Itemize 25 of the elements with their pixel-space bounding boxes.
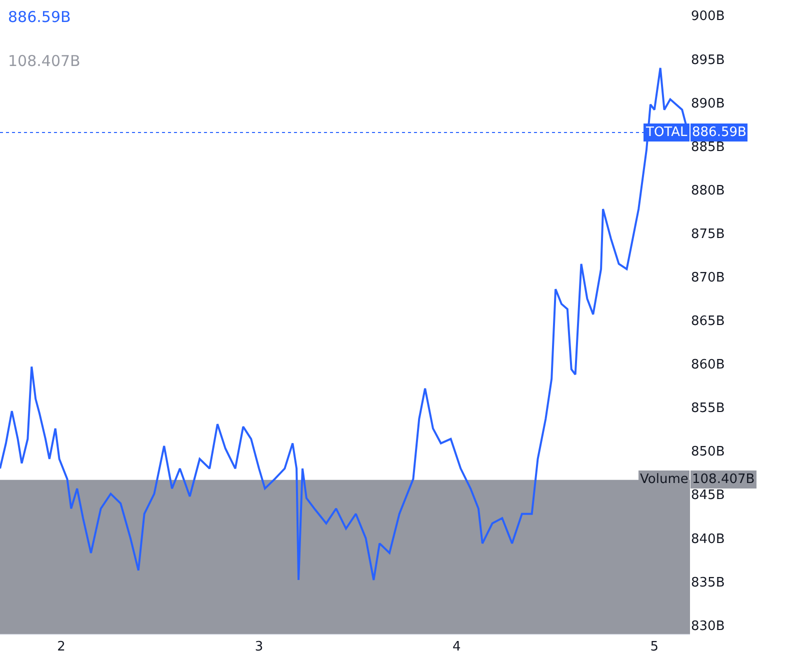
y-tick-label: 850B <box>691 444 725 460</box>
x-tick-label: 3 <box>254 640 264 655</box>
y-tick-label: 885B <box>691 140 725 155</box>
y-tick-label: 830B <box>691 618 725 634</box>
annotation: 108.407B <box>8 52 80 70</box>
text: 886.59B <box>692 125 746 140</box>
y-tick-label: 890B <box>691 96 725 112</box>
y-tick-label: 865B <box>691 314 725 330</box>
y-tick-label: 900B <box>691 9 725 24</box>
y-tick-label: 895B <box>691 52 725 68</box>
y-tick-label: 845B <box>691 488 725 504</box>
y-tick-label: 880B <box>691 183 725 198</box>
band-label: Volume <box>640 472 688 487</box>
x-tick-label: 5 <box>650 640 659 655</box>
y-tick-label: 840B <box>691 532 725 547</box>
x-tick-label: 4 <box>452 640 461 655</box>
y-tick-label: 875B <box>691 226 725 242</box>
y-tick-label: 835B <box>691 575 725 590</box>
ref-line-label: TOTAL <box>645 125 688 140</box>
x-tick-label: 2 <box>57 640 66 655</box>
y-tick-label: 855B <box>691 401 725 416</box>
annotation: 886.59B <box>8 8 71 26</box>
y-tick-label: 860B <box>691 358 725 373</box>
y-tick-label: 870B <box>691 270 725 286</box>
text: 108.407B <box>692 472 755 487</box>
